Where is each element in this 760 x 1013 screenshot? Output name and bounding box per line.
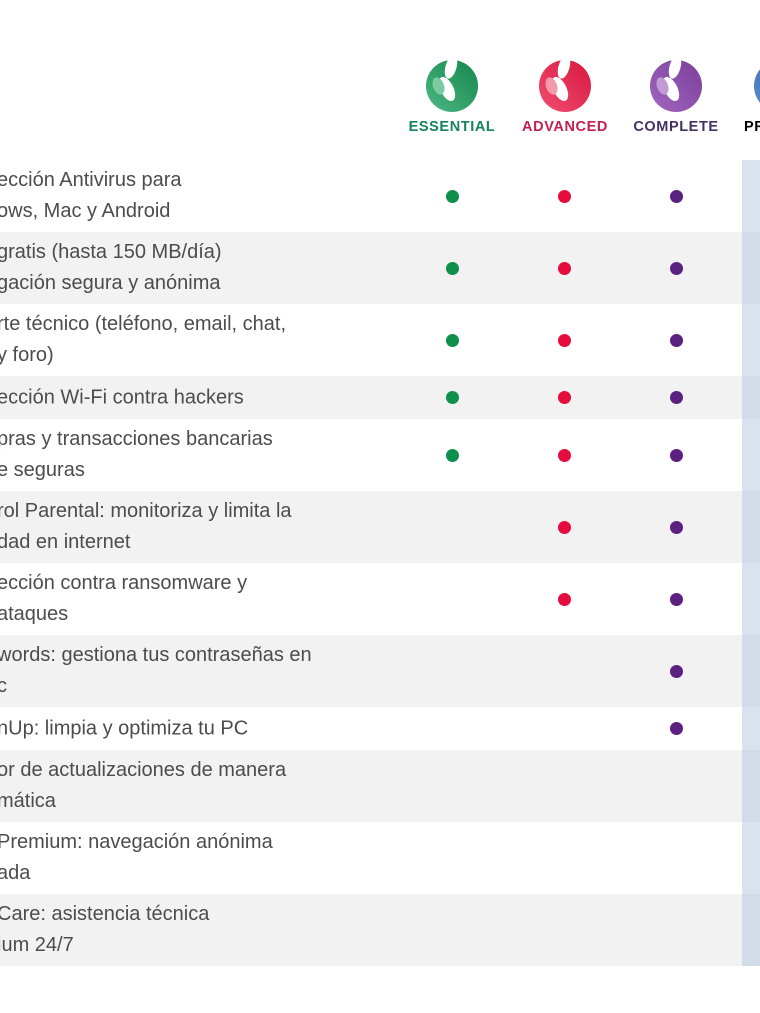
panda-logo-premium-icon (752, 58, 760, 114)
feature-row: ección contra ransomware y ataques (0, 563, 760, 635)
included-dot-complete (670, 592, 683, 606)
feature-row: ección Wi-Fi contra hackers (0, 376, 760, 419)
column-label-complete: COMPLETE (633, 119, 719, 135)
feature-label: rte técnico (teléfono, email, chat, y for… (0, 313, 287, 366)
panda-logo-essential-icon (424, 55, 480, 114)
feature-label: pras y transacciones bancarias e seguras (0, 428, 273, 481)
feature-label: gratis (hasta 150 MB/día) gación segura y… (0, 241, 222, 294)
feature-label: nUp: limpia y optimiza tu PC (0, 717, 249, 739)
included-dot-advanced (558, 261, 571, 275)
included-dot-advanced (558, 520, 571, 534)
included-dot-advanced (558, 592, 571, 606)
included-dot-complete (670, 722, 683, 735)
included-dot-advanced (558, 333, 571, 347)
included-dot-complete (670, 261, 683, 275)
feature-label: or de actualizaciones de manera mática (0, 759, 287, 812)
feature-row: Care: asistencia técnica ium 24/7 (0, 894, 760, 966)
included-dot-complete (670, 520, 683, 534)
feature-label: rol Parental: monitoriza y limita la dad … (0, 500, 292, 553)
feature-label: Premium: navegación anónima ada (0, 831, 273, 884)
feature-label: ección contra ransomware y ataques (0, 572, 248, 625)
feature-label: words: gestiona tus contraseñas en c (0, 644, 312, 697)
feature-row: words: gestiona tus contraseñas en c (0, 635, 760, 707)
feature-row: rte técnico (teléfono, email, chat, y for… (0, 304, 760, 376)
feature-row: rol Parental: monitoriza y limita la dad … (0, 491, 760, 563)
column-label-premium: PR (744, 119, 760, 135)
column-header-advanced: ADVANCED (505, 55, 625, 135)
included-dot-essential (446, 189, 459, 203)
column-header-complete: COMPLETE (616, 55, 736, 135)
feature-row: Premium: navegación anónima ada (0, 822, 760, 894)
feature-label: ección Wi-Fi contra hackers (0, 386, 244, 408)
feature-label: ección Antivirus para ows, Mac y Android (0, 169, 182, 222)
feature-row: nUp: limpia y optimiza tu PC (0, 707, 760, 750)
column-label-advanced: ADVANCED (522, 119, 608, 135)
included-dot-complete (670, 664, 683, 678)
included-dot-advanced (558, 189, 571, 203)
feature-row: or de actualizaciones de manera mática (0, 750, 760, 822)
included-dot-complete (670, 448, 683, 462)
included-dot-essential (446, 448, 459, 462)
feature-row: pras y transacciones bancarias e seguras (0, 419, 760, 491)
included-dot-advanced (558, 448, 571, 462)
column-header-essential: ESSENTIAL (392, 55, 512, 135)
panda-logo-advanced-icon (537, 55, 593, 114)
included-dot-essential (446, 391, 459, 404)
feature-label: Care: asistencia técnica ium 24/7 (0, 903, 210, 956)
included-dot-complete (670, 391, 683, 404)
included-dot-essential (446, 333, 459, 347)
column-header-premium (752, 58, 760, 114)
features-table: ección Antivirus para ows, Mac y Android g… (0, 160, 760, 966)
feature-row: ección Antivirus para ows, Mac y Android (0, 160, 760, 232)
panda-logo-complete-icon (648, 55, 704, 114)
included-dot-advanced (558, 391, 571, 404)
column-label-essential: ESSENTIAL (408, 119, 496, 135)
included-dot-complete (670, 189, 683, 203)
feature-row: gratis (hasta 150 MB/día) gación segura y… (0, 232, 760, 304)
included-dot-essential (446, 261, 459, 275)
included-dot-complete (670, 333, 683, 347)
